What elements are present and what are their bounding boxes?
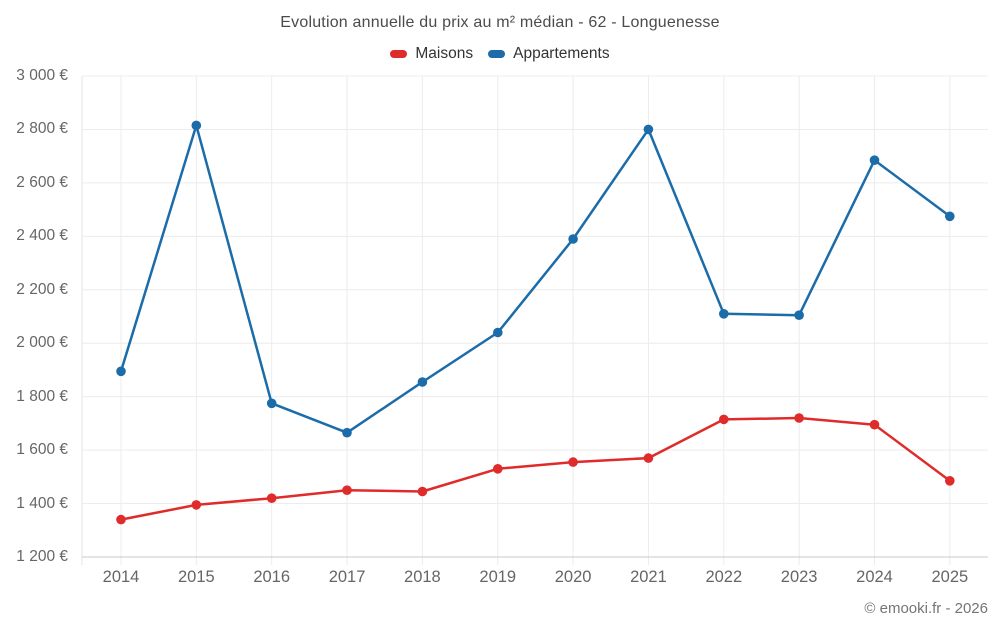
data-point-maisons-2019[interactable] — [493, 464, 503, 474]
data-point-appartements-2021[interactable] — [643, 124, 654, 135]
data-point-maisons-2020[interactable] — [568, 457, 578, 467]
data-point-maisons-2017[interactable] — [342, 485, 352, 496]
data-point-maisons-2018[interactable] — [417, 486, 428, 497]
legend-item-appartements[interactable]: Appartements — [488, 45, 610, 63]
data-point-appartements-2025[interactable] — [945, 211, 955, 222]
legend-item-maisons[interactable]: Maisons — [390, 45, 473, 63]
data-point-maisons-2025[interactable] — [945, 476, 955, 486]
data-point-maisons-2024[interactable] — [869, 419, 880, 430]
data-point-maisons-2022[interactable] — [719, 414, 729, 425]
data-point-appartements-2024[interactable] — [869, 155, 880, 165]
maisons-series-swatch-icon — [390, 50, 408, 58]
legend-label-appartements: Appartements — [513, 45, 610, 62]
data-point-appartements-2023[interactable] — [794, 310, 804, 321]
data-point-maisons-2016[interactable] — [266, 493, 277, 504]
series-line-appartements — [119, 124, 952, 434]
data-point-maisons-2014[interactable] — [116, 514, 126, 525]
data-point-maisons-2015[interactable] — [191, 500, 202, 510]
data-point-appartements-2017[interactable] — [342, 427, 352, 438]
data-point-maisons-2021[interactable] — [643, 453, 654, 463]
copyright-footer: © emooki.fr - 2026 — [864, 600, 988, 617]
data-point-appartements-2014[interactable] — [116, 366, 126, 377]
legend-label-maisons: Maisons — [415, 45, 474, 62]
data-point-appartements-2020[interactable] — [568, 234, 578, 244]
chart-title: Evolution annuelle du prix au m² médian … — [280, 14, 720, 31]
legend: Maisons Appartements — [0, 45, 1000, 63]
data-point-appartements-2016[interactable] — [266, 398, 277, 409]
data-point-appartements-2018[interactable] — [417, 377, 428, 387]
data-point-appartements-2019[interactable] — [493, 327, 503, 338]
data-point-appartements-2015[interactable] — [191, 120, 202, 131]
data-point-appartements-2022[interactable] — [719, 309, 729, 319]
appartements-series-swatch-icon — [488, 50, 506, 58]
series-line-maisons — [119, 416, 952, 521]
data-point-maisons-2023[interactable] — [794, 413, 804, 423]
